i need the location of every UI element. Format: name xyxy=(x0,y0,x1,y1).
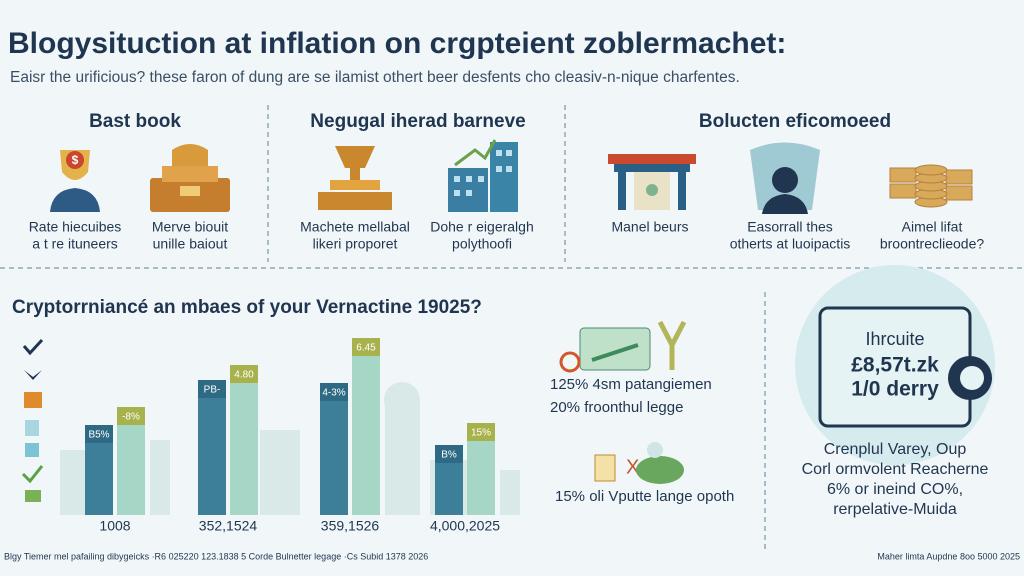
icon xyxy=(608,154,696,210)
x-tick-label: 1008 xyxy=(99,518,130,534)
card-caption: rerpelative-Muida xyxy=(833,501,957,518)
bar-label: 15% xyxy=(471,428,491,439)
chart-title: Cryptorrniancé an mbaes of your Vernacti… xyxy=(12,297,482,318)
bar xyxy=(198,380,226,515)
caption: broontreclieode? xyxy=(880,236,985,252)
bar-label-box xyxy=(230,365,258,383)
icon: $ xyxy=(50,150,100,212)
caption: Machete mellabal xyxy=(300,219,410,235)
subtitle: Eaisr the urificious? these faron of dun… xyxy=(10,69,740,86)
bar-label: 4.80 xyxy=(234,370,254,381)
caption: Manel beurs xyxy=(611,219,688,235)
icon: X xyxy=(594,442,684,484)
caption: likeri proporet xyxy=(313,236,398,252)
caption: Aimel lifat xyxy=(902,219,963,235)
section-heading: Bolucten eficomoeed xyxy=(699,111,891,132)
bar-label-box xyxy=(320,383,348,401)
bar-label-box xyxy=(117,407,145,425)
caption: Merve biouit xyxy=(152,219,228,235)
bar xyxy=(230,365,258,515)
svg-text:$: $ xyxy=(72,153,79,167)
icon xyxy=(150,144,230,212)
card-caption: 6% or ineind CO%, xyxy=(827,481,963,498)
card-text: £8,57t.zk xyxy=(851,354,939,377)
svg-text:X: X xyxy=(626,456,639,478)
bar-label-box xyxy=(467,423,495,441)
bar-label: 4-3% xyxy=(322,388,345,399)
bar-label: PB- xyxy=(204,385,221,396)
icon xyxy=(750,142,820,214)
bar-chart: 1008 B5% -8% 352,1524 PB- 4.80 359,1526 4-3% 6.4… xyxy=(85,338,500,534)
caption: a t re ituneers xyxy=(32,236,118,252)
card-caption: Corl ormvolent Reacherne xyxy=(802,461,989,478)
stat-line: 15% oli Vputte lange opoth xyxy=(555,488,734,505)
caption: polythoofi xyxy=(452,236,512,252)
bar-label: B5% xyxy=(88,430,109,441)
footer: Blgy Tiemer mel pafailing dibygeicks ·R6… xyxy=(4,551,428,561)
bar-label: 6.45 xyxy=(356,343,376,354)
caption: Easorrall thes xyxy=(747,219,833,235)
icon xyxy=(889,164,973,208)
card-caption: Crenplul Varey, Oup xyxy=(824,441,967,458)
x-tick-label: 4,000,2025 xyxy=(430,518,500,534)
caption: Dohe r eigeralgh xyxy=(430,219,534,235)
section-heading: Negugal iherad barneve xyxy=(310,111,525,132)
bar xyxy=(320,383,348,515)
card-text: Ihrcuite xyxy=(865,329,924,349)
caption: unille baiout xyxy=(153,236,228,252)
bar-label-box xyxy=(435,445,463,463)
caption: otherts at luoipactis xyxy=(730,236,851,252)
bar-label-box xyxy=(198,380,226,398)
x-tick-label: 359,1526 xyxy=(321,518,380,534)
bar-label: -8% xyxy=(122,412,140,423)
section-heading: Bast book xyxy=(89,111,181,132)
stat-line: 20% froonthul legge xyxy=(550,399,683,416)
side-icons xyxy=(21,338,44,502)
bar-label-box xyxy=(352,338,380,356)
icon xyxy=(318,146,392,210)
stat-line: 125% 4sm patangiemen xyxy=(550,376,712,393)
icon xyxy=(448,139,518,212)
icon xyxy=(960,366,984,390)
icon xyxy=(559,320,687,373)
caption: Rate hiecuibes xyxy=(29,219,122,235)
x-tick-label: 352,1524 xyxy=(199,518,258,534)
bar xyxy=(352,338,380,515)
footer: Maher limta Aupdne 8oo 5000 2025 xyxy=(877,551,1020,561)
bar-label: B% xyxy=(441,450,457,461)
card-text: 1/0 derry xyxy=(851,378,939,401)
bar-label-box xyxy=(85,425,113,443)
title: Blogysituction at inflation on crgpteien… xyxy=(8,27,786,60)
